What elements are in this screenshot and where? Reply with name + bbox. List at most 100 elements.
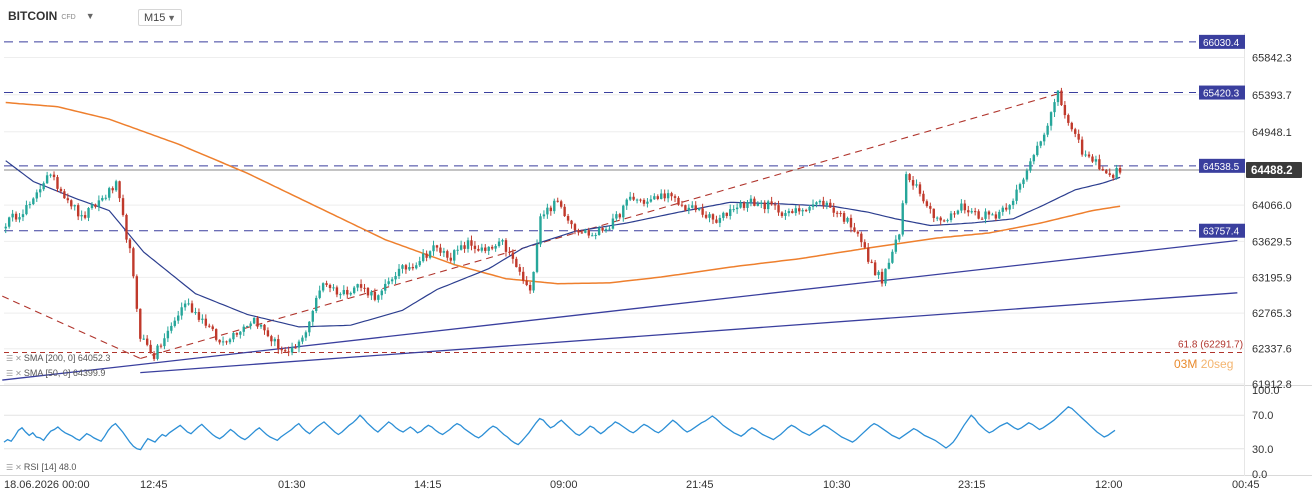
candle-body (80, 215, 83, 217)
candle (591, 232, 594, 237)
level-tag-box (1199, 223, 1245, 238)
candle-body (166, 330, 170, 339)
drag-handle-icon[interactable]: ☰ (6, 368, 14, 378)
timeframe-select[interactable]: M15 ▼ (138, 9, 182, 26)
candle (663, 189, 666, 202)
candle (973, 207, 977, 216)
candle (977, 209, 980, 220)
legend-rsi[interactable]: ☰ ✕ RSI [14] 48.0 (6, 462, 76, 472)
candle (449, 252, 452, 263)
candle-body (577, 230, 580, 233)
candle (387, 277, 390, 286)
candle (156, 344, 159, 361)
drag-handle-icon[interactable]: ☰ (6, 353, 14, 363)
candle (1087, 151, 1091, 159)
candle (173, 317, 176, 328)
candle-body (246, 326, 249, 328)
candle (639, 198, 642, 203)
candle-body (987, 211, 991, 215)
candle-body (1067, 115, 1070, 123)
candle (1001, 205, 1004, 216)
candle (446, 249, 449, 261)
time-axis-label: 12:00 (1095, 479, 1123, 491)
candle (784, 209, 787, 220)
candle-body (918, 184, 922, 194)
candle-body (518, 267, 521, 272)
candle (70, 199, 73, 210)
candle-body (218, 339, 221, 343)
candle-body (1105, 170, 1108, 174)
candle-body (949, 213, 953, 221)
candle-body (201, 318, 204, 320)
last-price-box (1246, 162, 1302, 179)
candle-body (891, 251, 894, 263)
candle-body (197, 312, 201, 320)
candle (428, 250, 432, 260)
candle-body (615, 214, 618, 219)
candle (632, 192, 635, 202)
close-icon[interactable]: ✕ (15, 353, 22, 363)
candle (166, 326, 170, 343)
candle-body (4, 226, 7, 229)
candle-body (687, 207, 691, 211)
candle (280, 346, 283, 354)
symbol-selector[interactable]: BITCOIN CFD ▼ (8, 9, 95, 23)
candle-body (697, 208, 701, 211)
drag-handle-icon[interactable]: ☰ (6, 462, 14, 472)
candle-body (691, 205, 694, 208)
candle (1039, 140, 1042, 149)
candle-body (960, 203, 963, 211)
chevron-down-icon[interactable]: ▼ (85, 11, 95, 21)
candle (942, 219, 946, 223)
candle (432, 240, 435, 256)
candle-body (42, 183, 45, 190)
candle-body (321, 283, 325, 291)
legend-sma200[interactable]: ☰ ✕ SMA [200, 0] 64052.3 (6, 353, 110, 363)
candle-body (511, 252, 515, 259)
candle (28, 201, 32, 209)
candle-body (525, 280, 528, 286)
candle (642, 198, 646, 207)
candle (242, 324, 245, 336)
candle-body (290, 347, 294, 353)
candle (335, 285, 339, 298)
candle-body (208, 325, 211, 327)
close-icon[interactable]: ✕ (15, 368, 22, 378)
candle (283, 347, 287, 353)
candle-body (342, 289, 346, 295)
candle-body (501, 240, 504, 242)
candle-body (929, 206, 932, 209)
candle-body (139, 308, 142, 339)
candle (749, 195, 753, 207)
level-tag-box (1199, 158, 1245, 173)
candle (704, 211, 708, 220)
candle (76, 203, 80, 221)
candle (915, 179, 918, 188)
candle (1011, 198, 1015, 210)
sma200-line (5, 101, 1121, 285)
candle-body (56, 177, 59, 189)
candle (1056, 90, 1060, 106)
candle (766, 199, 770, 214)
candle-body (390, 279, 394, 282)
candle (373, 288, 377, 302)
candle-body (573, 224, 577, 231)
candle (80, 210, 83, 221)
candle (949, 210, 953, 223)
candle (791, 208, 794, 214)
candle-body (546, 207, 549, 215)
close-icon[interactable]: ✕ (15, 462, 22, 472)
candle-body (1077, 133, 1080, 140)
legend-sma50[interactable]: ☰ ✕ SMA [50, 0] 64399.9 (6, 368, 105, 378)
candle-body (528, 285, 532, 291)
candle-body (1111, 174, 1115, 178)
candle (349, 291, 352, 297)
candle-body (63, 191, 66, 199)
candle (625, 198, 628, 210)
sma50-line (5, 160, 1121, 328)
candle-body (470, 240, 473, 246)
candle (559, 199, 563, 209)
candle (311, 309, 314, 327)
candle-body (97, 200, 101, 207)
